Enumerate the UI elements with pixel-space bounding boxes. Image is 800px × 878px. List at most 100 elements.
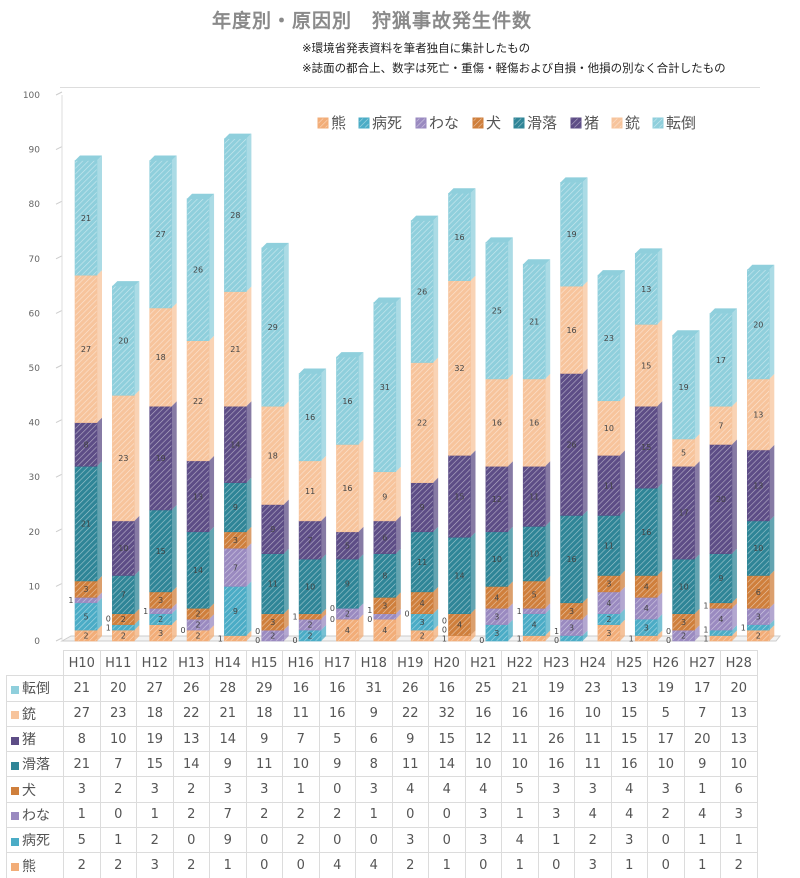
table-cell: 0 xyxy=(537,852,575,878)
bar-segment-side xyxy=(769,570,775,609)
bar-segment-side xyxy=(171,401,177,510)
table-cell: 10 xyxy=(501,751,539,778)
bar-top xyxy=(523,259,551,265)
data-label: 1 xyxy=(293,612,298,621)
data-label: 15 xyxy=(454,492,464,501)
data-label: 11 xyxy=(604,541,614,550)
table-cell: 0 xyxy=(282,852,320,878)
table-cell: 15 xyxy=(610,725,648,753)
data-label: 16 xyxy=(566,555,576,564)
bar-top xyxy=(336,352,364,358)
table-cell: 2 xyxy=(282,801,320,829)
bar-segment-side xyxy=(545,603,551,614)
data-label: 8 xyxy=(382,571,387,580)
table-cell: 3 xyxy=(720,801,758,829)
y-tick xyxy=(55,91,63,96)
table-cell: 9 xyxy=(209,827,247,854)
data-label: 7 xyxy=(308,536,313,545)
table-header-cell: H16 xyxy=(282,649,320,677)
data-label: 3 xyxy=(233,536,238,545)
bar-segment-side xyxy=(545,575,551,609)
data-label: 1 xyxy=(106,623,111,632)
table-cell: 2 xyxy=(99,852,137,878)
bar-segment-side xyxy=(283,625,289,641)
data-label: 3 xyxy=(382,602,387,611)
bar-segment-side xyxy=(283,548,289,614)
data-label: 1 xyxy=(741,623,746,632)
table-cell: 3 xyxy=(136,776,174,803)
table-cell: 3 xyxy=(63,776,101,803)
table-cell: 1 xyxy=(610,852,648,878)
table-header-cell: H27 xyxy=(683,649,721,677)
legend-swatch xyxy=(415,117,427,129)
data-label: 11 xyxy=(529,492,539,501)
table-cell: 10 xyxy=(99,725,137,753)
table-cell: 9 xyxy=(209,751,247,778)
legend-item: わな xyxy=(415,114,459,132)
table-cell: 0 xyxy=(464,852,502,878)
bar-segment-side xyxy=(619,586,625,614)
bar-segment xyxy=(709,635,733,642)
table-row: 銃 27 23 18 22 21 18 11 16 9 22 32 16 16 16 10 15 5 7 13 xyxy=(6,700,758,727)
table-header-cell: H23 xyxy=(537,649,575,677)
data-label: 11 xyxy=(305,487,315,496)
table-cell: 1 xyxy=(501,801,539,829)
data-label: 0 xyxy=(405,610,410,619)
data-label: 2 xyxy=(308,621,313,630)
data-label: 2 xyxy=(606,615,611,624)
bar-segment-side xyxy=(507,526,513,587)
table-cell: 21 xyxy=(209,700,247,727)
bar-top xyxy=(597,270,625,276)
data-label: 27 xyxy=(156,230,166,239)
table-cell: 27 xyxy=(136,675,174,702)
table-cell: 27 xyxy=(63,700,101,727)
table-cell: 2 xyxy=(245,801,283,829)
table-header-cell: H10 xyxy=(63,649,101,677)
data-label: 16 xyxy=(305,413,315,422)
bar-segment-side xyxy=(209,614,215,631)
data-label: 16 xyxy=(342,397,352,406)
table-cell: 3 xyxy=(647,776,685,803)
bar-segment-side xyxy=(619,570,625,592)
table-cell: 16 xyxy=(318,675,356,702)
table-header-cell: H17 xyxy=(318,649,356,677)
data-label: 26 xyxy=(417,288,427,297)
bar-segment-side xyxy=(545,521,551,581)
bar-segment-side xyxy=(97,155,102,276)
data-label: 2 xyxy=(345,610,350,619)
bar-segment-side xyxy=(358,614,364,641)
legend-key-swatch xyxy=(10,836,20,847)
bar-top xyxy=(635,248,663,254)
data-label: 0 xyxy=(666,627,671,636)
table-cell: 16 xyxy=(537,700,575,727)
data-label: 9 xyxy=(233,607,238,616)
data-label: 11 xyxy=(268,580,278,589)
bar-segment-side xyxy=(358,439,364,532)
legend-label: 転倒 xyxy=(666,114,696,132)
table-cell: 10 xyxy=(647,751,685,778)
bar-segment-side xyxy=(582,177,588,287)
table-cell: 1 xyxy=(355,801,393,829)
y-tick-label: 90 xyxy=(29,146,41,156)
table-cell: 16 xyxy=(537,751,575,778)
bar-segment-side xyxy=(246,477,252,532)
data-label: 3 xyxy=(83,585,88,594)
data-label: 0 xyxy=(442,625,447,634)
table-cell: 22 xyxy=(391,700,429,727)
table-cell: 4 xyxy=(683,801,721,829)
table-cell: 2 xyxy=(136,827,174,854)
bar-segment-side xyxy=(694,608,700,631)
table-cell: 14 xyxy=(428,751,466,778)
bar-segment-side xyxy=(731,401,737,445)
data-label: 7 xyxy=(233,563,238,572)
data-label: 4 xyxy=(644,604,649,613)
bar-top xyxy=(261,242,289,248)
data-label: 7 xyxy=(718,421,723,430)
legend-item: 病死 xyxy=(358,114,402,132)
table-row-label: 病死 xyxy=(6,827,64,854)
table-cell: 14 xyxy=(172,751,210,778)
bar-segment-side xyxy=(246,401,252,483)
bar-segment-side xyxy=(657,483,663,576)
bar-segment-side xyxy=(209,335,215,461)
y-tick xyxy=(55,255,63,260)
